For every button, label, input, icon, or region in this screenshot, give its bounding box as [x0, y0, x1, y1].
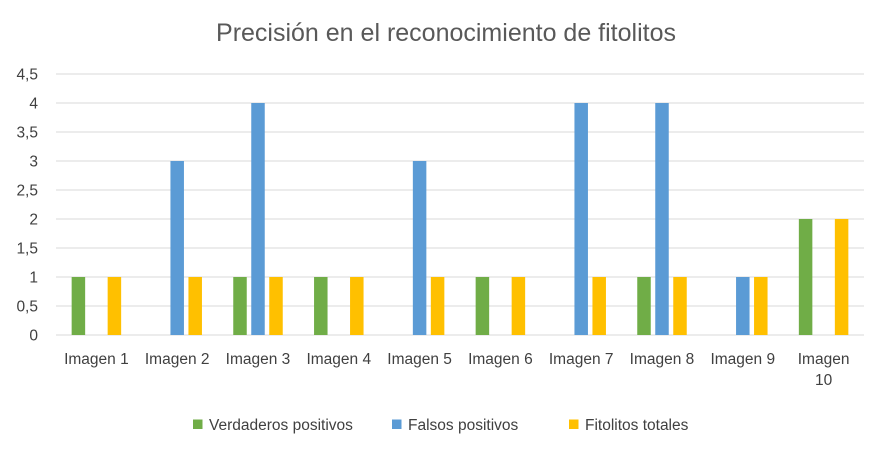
legend-label: Fitolitos totales: [585, 417, 689, 434]
bar-2-9: [736, 277, 750, 335]
bar-3-6: [511, 277, 526, 335]
y-tick-label: 4,5: [16, 67, 38, 84]
legend: Verdaderos positivos Falsos positivos Fito…: [193, 417, 689, 434]
bar-3-10: [834, 219, 849, 335]
bar-3-3: [269, 277, 283, 335]
x-tick-label: Imagen: [798, 351, 850, 368]
bar-1-8: [637, 277, 651, 335]
x-tick-label: Imagen 4: [306, 351, 371, 368]
x-tick-label: Imagen 8: [630, 351, 695, 368]
x-tick-label: Imagen 9: [710, 351, 775, 368]
x-tick-label: Imagen 3: [226, 351, 291, 368]
legend-label: Falsos positivos: [408, 417, 519, 434]
bars: [71, 103, 849, 335]
bar-2-7: [574, 103, 588, 335]
x-tick-label: Imagen 2: [145, 351, 210, 368]
legend-swatch: [392, 419, 402, 429]
legend-swatch: [569, 419, 579, 429]
legend-label: Verdaderos positivos: [209, 417, 353, 434]
y-tick-label: 0: [29, 328, 38, 345]
bar-3-2: [188, 277, 202, 335]
x-tick-label: Imagen 1: [64, 351, 129, 368]
bar-2-8: [655, 103, 669, 335]
x-tick-label: Imagen 7: [549, 351, 614, 368]
bar-3-7: [592, 277, 606, 335]
bar-2-3: [251, 103, 265, 335]
y-tick-label: 3,5: [16, 125, 38, 142]
x-tick-label: 10: [815, 372, 833, 389]
y-tick-label: 0,5: [16, 299, 38, 316]
y-axis-ticks: 0 0,5 1 1,5 2 2,5 3 3,5 4 4,5: [16, 67, 38, 345]
bar-1-1: [71, 277, 86, 335]
bar-1-6: [475, 277, 490, 335]
bar-3-9: [754, 277, 768, 335]
bar-3-1: [107, 277, 122, 335]
bar-3-4: [350, 277, 364, 335]
bar-3-5: [430, 277, 445, 335]
x-axis-ticks: Imagen 1 Imagen 2 Imagen 3 Imagen 4 Imagen 5…: [64, 351, 849, 389]
bar-1-4: [314, 277, 328, 335]
y-tick-label: 1,5: [16, 241, 38, 258]
bar-1-3: [233, 277, 247, 335]
chart-title: Precisión en el reconocimiento de fitoli…: [216, 19, 676, 47]
x-tick-label: Imagen 5: [387, 351, 452, 368]
y-tick-label: 1: [29, 270, 38, 287]
legend-swatch: [193, 419, 203, 429]
x-tick-label: Imagen 6: [468, 351, 533, 368]
bar-3-8: [673, 277, 687, 335]
y-tick-label: 2,5: [16, 183, 38, 200]
y-tick-label: 3: [29, 154, 38, 171]
bar-2-2: [170, 161, 184, 335]
y-tick-label: 2: [29, 212, 38, 229]
bar-1-10: [798, 219, 813, 335]
bar-2-5: [412, 161, 427, 335]
y-tick-label: 4: [29, 96, 38, 113]
